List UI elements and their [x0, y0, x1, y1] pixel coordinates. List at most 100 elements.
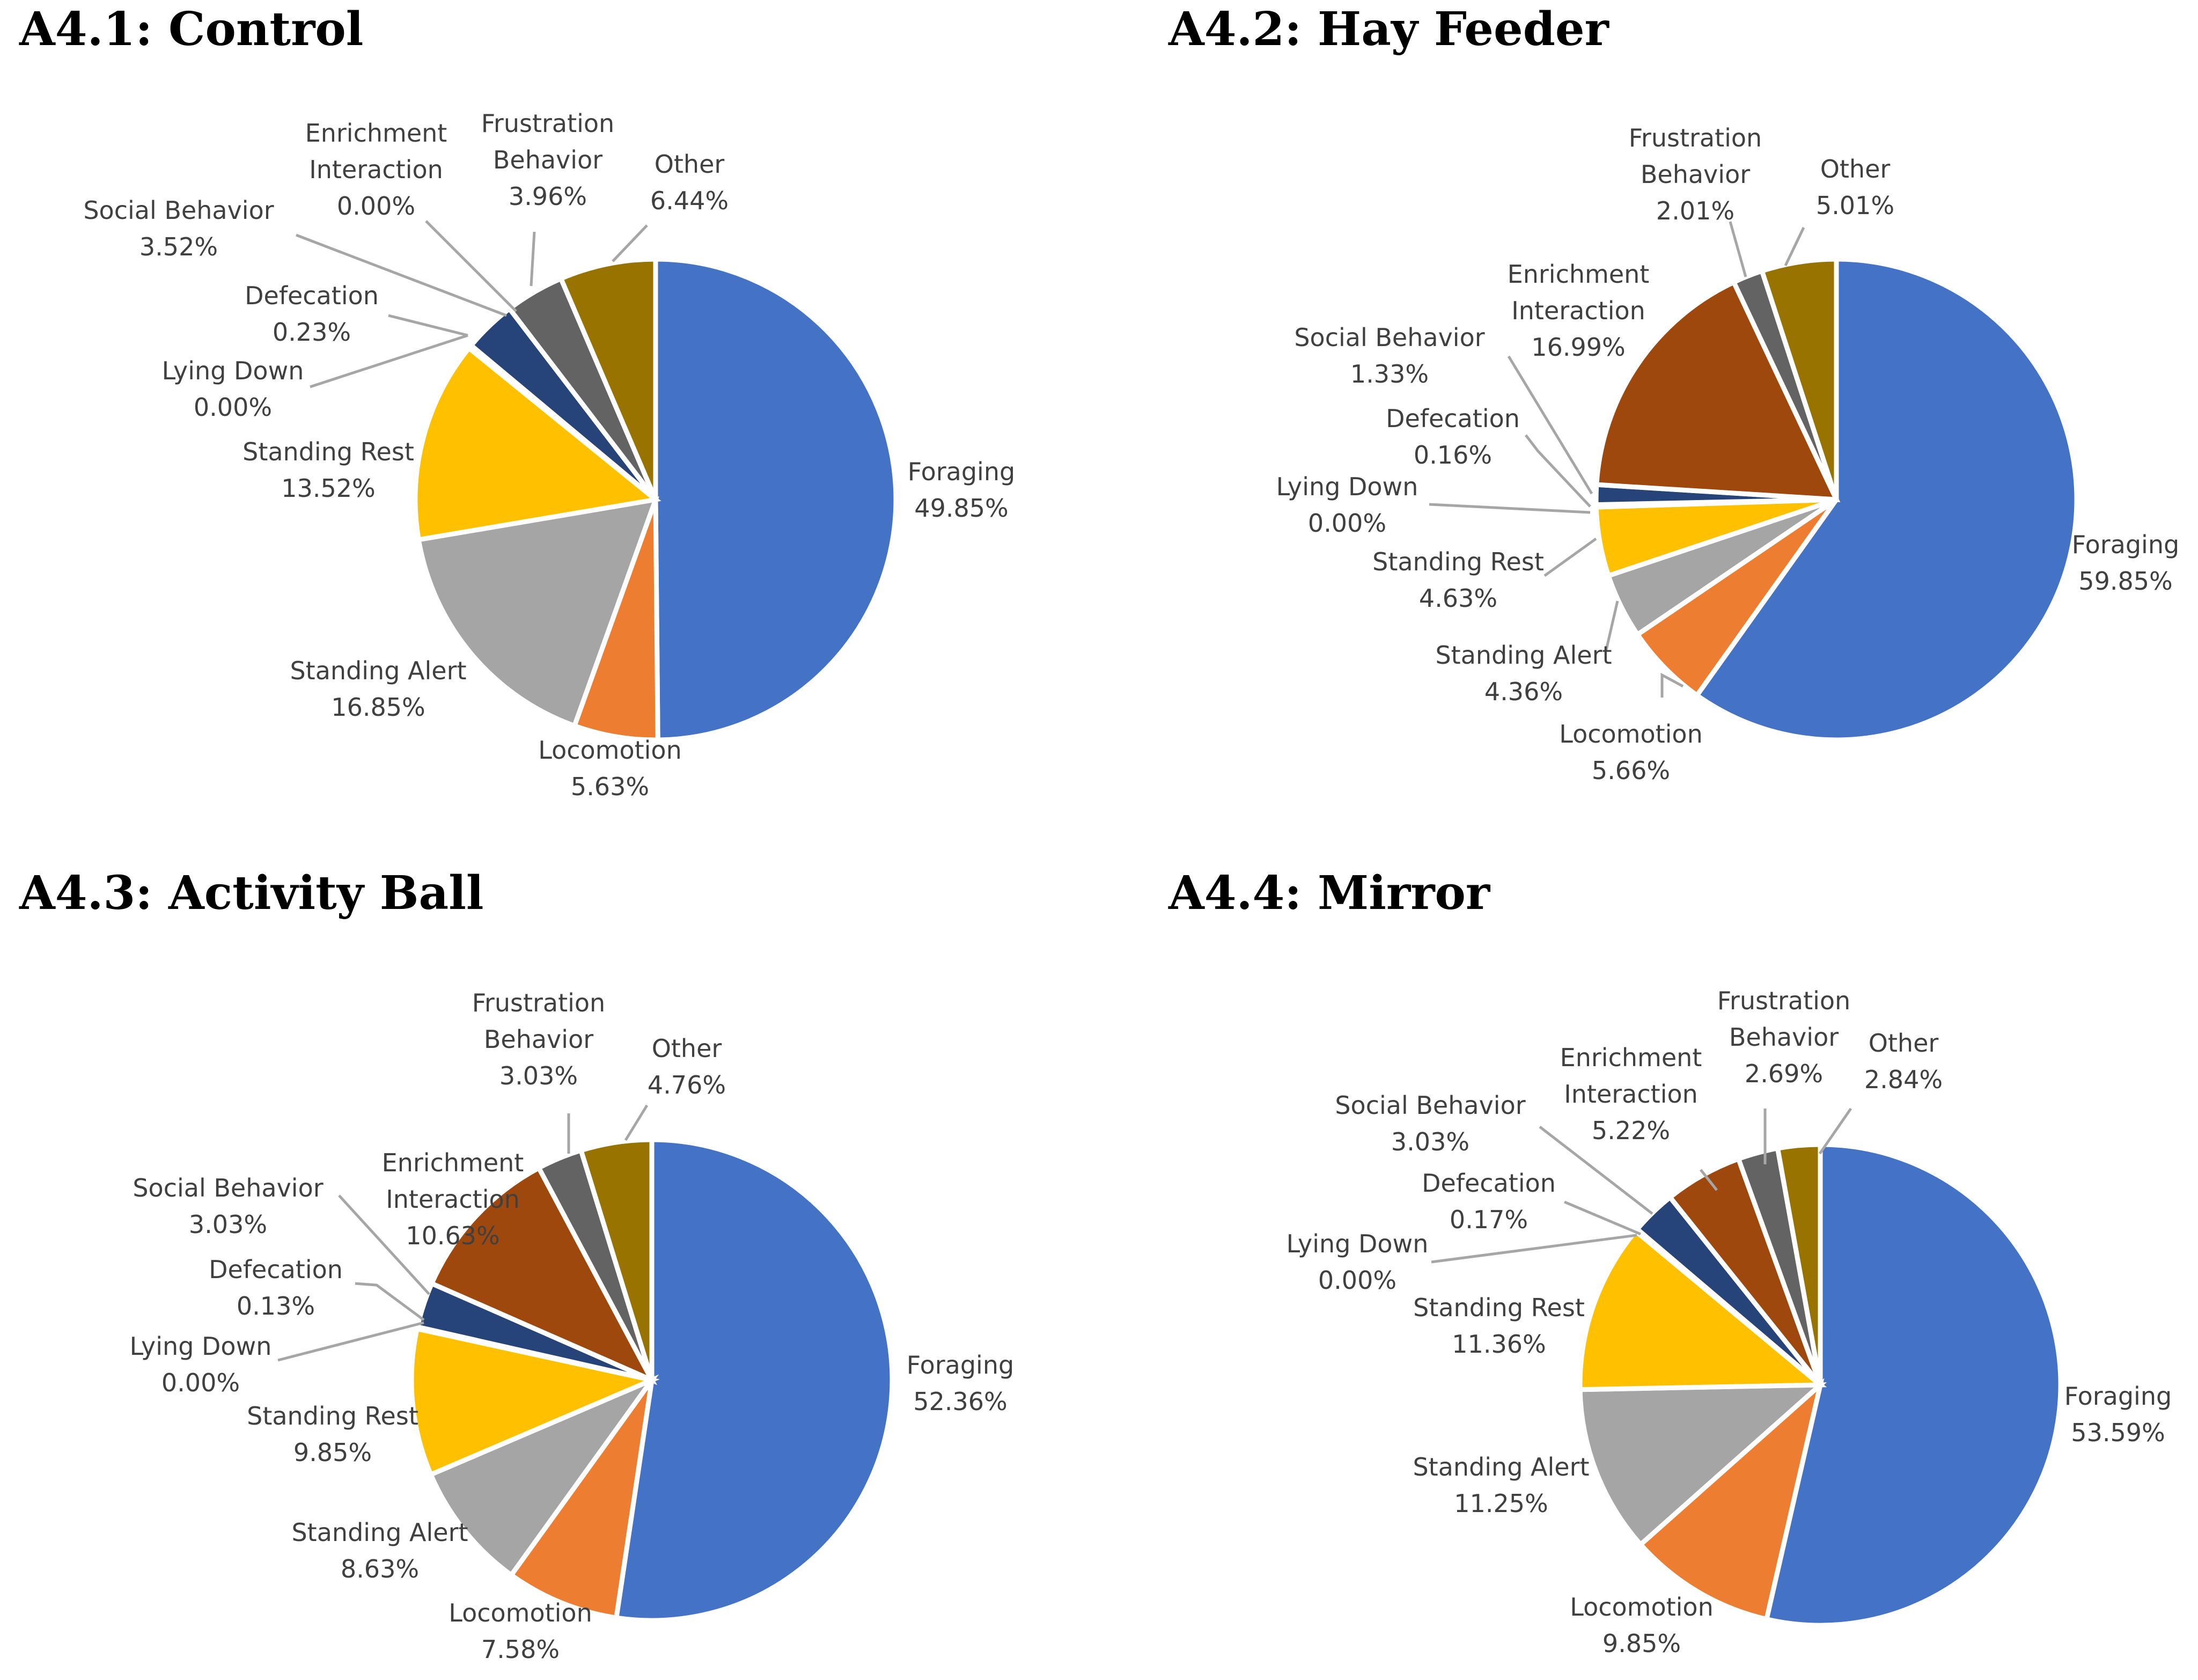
- category-label: Social Behavior: [133, 1173, 323, 1202]
- data-label-standing-rest: Standing Rest 11.36%: [1413, 1293, 1585, 1359]
- slice-standing-alert: [428, 1374, 659, 1579]
- category-label: Foraging: [908, 457, 1015, 486]
- value-label: 53.59%: [2071, 1418, 2165, 1447]
- chart-title-mirror: A4.4: Mirror: [1168, 866, 1490, 920]
- data-label-frustration-behavior: Frustration Behavior 3.96%: [481, 109, 614, 211]
- data-label-standing-rest: Standing Rest 9.85%: [247, 1402, 418, 1467]
- leader-line-lying-down: [310, 334, 468, 388]
- value-label: 0.00%: [194, 393, 272, 422]
- value-label: 5.22%: [1592, 1116, 1670, 1145]
- category-label: Social Behavior: [1294, 323, 1484, 352]
- category-label: Frustration: [1717, 986, 1850, 1015]
- leader-line-lying-down: [1429, 503, 1591, 514]
- category-label: Enrichment: [1560, 1043, 1702, 1072]
- leader-line-enrichment-interaction: [1700, 1169, 1718, 1191]
- slice-locomotion: [1637, 1378, 1825, 1623]
- data-label-standing-alert: Standing Alert 16.85%: [290, 656, 466, 722]
- category-label: Lying Down: [1276, 472, 1418, 501]
- value-label: 16.99%: [1531, 333, 1625, 362]
- leader-line-lying-down: [1431, 1234, 1637, 1264]
- data-label-standing-alert: Standing Alert 4.36%: [1435, 641, 1612, 706]
- category-label: Standing Alert: [291, 1518, 468, 1547]
- leader-line-social-behavior: [338, 1194, 430, 1295]
- category-label: Standing Alert: [1435, 641, 1612, 670]
- category-label: Standing Rest: [1372, 547, 1544, 576]
- slice-foraging: [1763, 1142, 2063, 1628]
- value-label: 2.69%: [1745, 1059, 1823, 1088]
- slice-standing-rest: [413, 344, 661, 542]
- data-label-enrichment-interaction: Enrichment Interaction 0.00%: [305, 119, 447, 221]
- data-label-social-behavior: Social Behavior 3.52%: [83, 196, 274, 261]
- slice-other: [1759, 256, 1839, 501]
- leader-line-standing-rest: [1543, 537, 1597, 577]
- slice-locomotion: [1634, 497, 1839, 699]
- data-label-frustration-behavior: Frustration Behavior 3.03%: [472, 988, 605, 1090]
- leader-line-social-behavior: [1539, 1126, 1653, 1215]
- data-label-lying-down: Lying Down 0.00%: [1287, 1229, 1429, 1295]
- value-label: 5.01%: [1816, 191, 1894, 220]
- value-label: 0.23%: [273, 318, 351, 347]
- leader-line-frustration-behavior: [530, 231, 536, 287]
- category-label: Locomotion: [538, 736, 681, 765]
- category-label: Behavior: [484, 1025, 593, 1054]
- value-label: 1.33%: [1350, 360, 1429, 388]
- category-label: Lying Down: [162, 356, 304, 385]
- data-label-enrichment-interaction: Enrichment Interaction 5.22%: [1560, 1043, 1702, 1145]
- value-label: 4.76%: [648, 1070, 726, 1099]
- value-label: 0.00%: [1318, 1266, 1396, 1295]
- value-label: 16.85%: [331, 693, 425, 722]
- chart-title-activity-ball: A4.3: Activity Ball: [19, 866, 484, 920]
- value-label: 8.63%: [341, 1554, 419, 1583]
- data-label-other: Other 6.44%: [650, 150, 729, 215]
- category-label: Frustration: [1629, 123, 1762, 152]
- category-label: Interaction: [386, 1185, 520, 1214]
- data-label-locomotion: Locomotion 7.58%: [449, 1598, 592, 1664]
- category-label: Standing Rest: [247, 1402, 418, 1430]
- category-label: Enrichment: [1508, 260, 1650, 289]
- data-label-defecation: Defecation 0.16%: [1386, 404, 1520, 469]
- data-label-standing-alert: Standing Alert 11.25%: [1413, 1452, 1589, 1518]
- category-label: Foraging: [2072, 530, 2179, 559]
- value-label: 0.16%: [1414, 441, 1492, 469]
- category-label: Foraging: [2064, 1382, 2172, 1411]
- leader-line-social-behavior: [296, 233, 507, 317]
- slice-enrichment-interaction: [1594, 278, 1841, 502]
- data-label-defecation: Defecation 0.17%: [1422, 1169, 1556, 1234]
- value-label: 3.03%: [1391, 1127, 1469, 1156]
- value-label: 0.00%: [1308, 509, 1386, 538]
- data-label-standing-alert: Standing Alert 8.63%: [291, 1518, 468, 1583]
- slice-standing-rest: [1577, 1228, 1827, 1392]
- category-label: Behavior: [1641, 160, 1750, 189]
- pie-a4-2-hay-feeder: Foraging 59.85% Locomotion 5.66% Standing Al…: [1276, 123, 2180, 785]
- data-label-defecation: Defecation 0.13%: [209, 1255, 343, 1320]
- category-label: Defecation: [1422, 1169, 1556, 1198]
- value-label: 6.44%: [650, 186, 729, 215]
- value-label: 10.63%: [406, 1221, 499, 1250]
- leader-line-enrichment-interaction: [425, 220, 517, 312]
- value-label: 11.36%: [1452, 1330, 1546, 1359]
- category-label: Interaction: [309, 155, 443, 184]
- category-label: Defecation: [245, 281, 379, 310]
- slice-foraging: [613, 1137, 895, 1623]
- category-label: Standing Rest: [242, 437, 414, 466]
- category-label: Interaction: [1511, 296, 1645, 325]
- leader-line-frustration-behavior: [1729, 221, 1747, 277]
- category-label: Lying Down: [1287, 1229, 1429, 1258]
- category-label: Defecation: [209, 1255, 343, 1284]
- value-label: 49.85%: [914, 494, 1008, 523]
- data-label-enrichment-interaction: Enrichment Interaction 16.99%: [1508, 260, 1650, 362]
- slice-enrichment-interaction: [428, 1164, 658, 1385]
- category-label: Frustration: [472, 988, 605, 1017]
- value-label: 4.63%: [1419, 584, 1497, 613]
- category-label: Foraging: [907, 1351, 1014, 1380]
- slice-standing-rest: [409, 1326, 660, 1478]
- data-label-lying-down: Lying Down 0.00%: [162, 356, 304, 422]
- slice-other: [578, 1137, 655, 1381]
- category-label: Lying Down: [130, 1332, 272, 1361]
- value-label: 3.52%: [139, 232, 218, 261]
- data-label-locomotion: Locomotion 9.85%: [1570, 1593, 1713, 1658]
- data-label-standing-rest: Standing Rest 13.52%: [242, 437, 414, 503]
- data-label-foraging: Foraging 52.36%: [907, 1351, 1014, 1416]
- category-label: Other: [652, 1034, 722, 1063]
